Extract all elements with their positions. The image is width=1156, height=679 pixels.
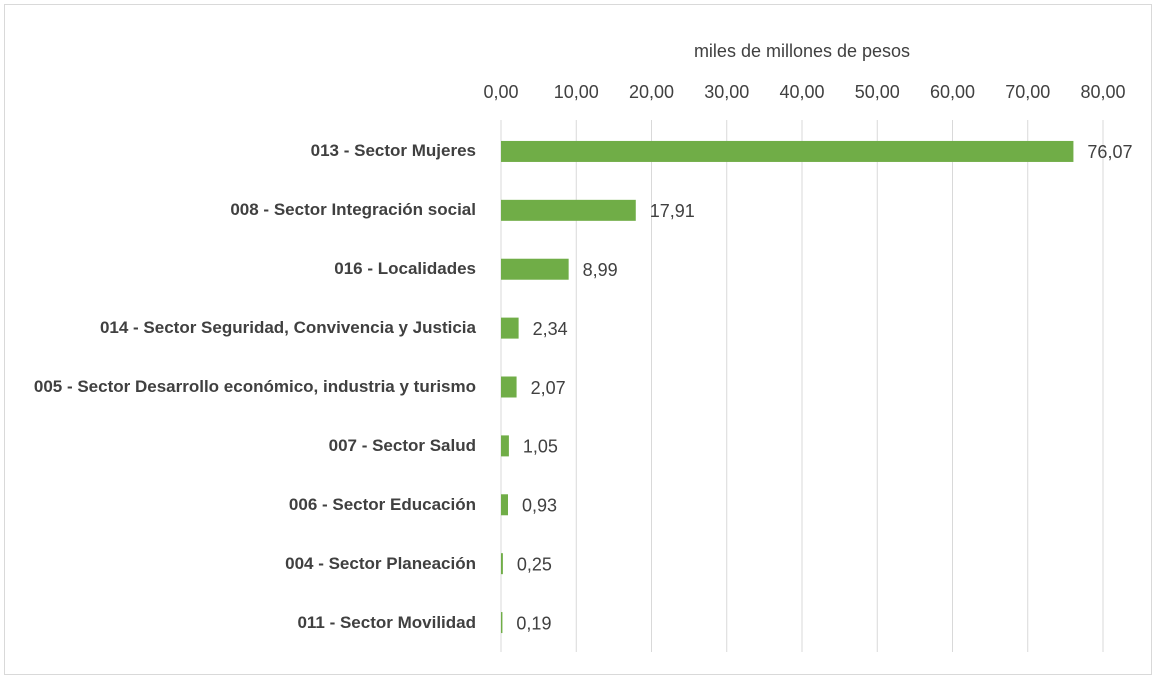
- bar: [501, 140, 1074, 162]
- bar: [501, 435, 509, 457]
- x-tick-label: 10,00: [554, 82, 599, 102]
- x-tick-label: 0,00: [483, 82, 518, 102]
- data-label: 1,05: [523, 437, 558, 457]
- bar: [501, 258, 569, 280]
- bar: [501, 199, 636, 221]
- category-label: 004 - Sector Planeación: [285, 553, 476, 573]
- category-label: 011 - Sector Movilidad: [297, 612, 476, 632]
- x-tick-label: 40,00: [779, 82, 824, 102]
- data-label: 17,91: [650, 201, 695, 221]
- x-tick-label: 60,00: [930, 82, 975, 102]
- category-label: 007 - Sector Salud: [328, 435, 476, 455]
- bar: [501, 612, 503, 634]
- bar: [501, 494, 508, 516]
- data-label: 0,25: [517, 554, 552, 574]
- category-label: 006 - Sector Educación: [288, 494, 476, 514]
- data-label: 0,93: [522, 496, 557, 516]
- x-tick-label: 70,00: [1005, 82, 1050, 102]
- category-label: 014 - Sector Seguridad, Convivencia y Ju…: [99, 318, 476, 338]
- x-tick-label: 50,00: [855, 82, 900, 102]
- data-label: 76,07: [1087, 142, 1132, 162]
- bar: [501, 317, 519, 339]
- chart-border: [4, 4, 1152, 675]
- bar: [501, 553, 503, 575]
- data-label: 8,99: [583, 260, 618, 280]
- bar: [501, 376, 517, 398]
- category-label: 016 - Localidades: [334, 259, 476, 279]
- x-tick-label: 30,00: [704, 82, 749, 102]
- category-label: 005 - Sector Desarrollo económico, indus…: [33, 377, 476, 396]
- data-label: 2,07: [531, 378, 566, 398]
- x-tick-label: 80,00: [1080, 82, 1125, 102]
- x-axis-label: miles de millones de pesos: [694, 41, 910, 61]
- x-tick-label: 20,00: [629, 82, 674, 102]
- data-label: 0,19: [516, 613, 551, 633]
- category-label: 008 - Sector Integración social: [230, 200, 476, 220]
- category-label: 013 - Sector Mujeres: [310, 141, 476, 161]
- data-label: 2,34: [533, 319, 568, 339]
